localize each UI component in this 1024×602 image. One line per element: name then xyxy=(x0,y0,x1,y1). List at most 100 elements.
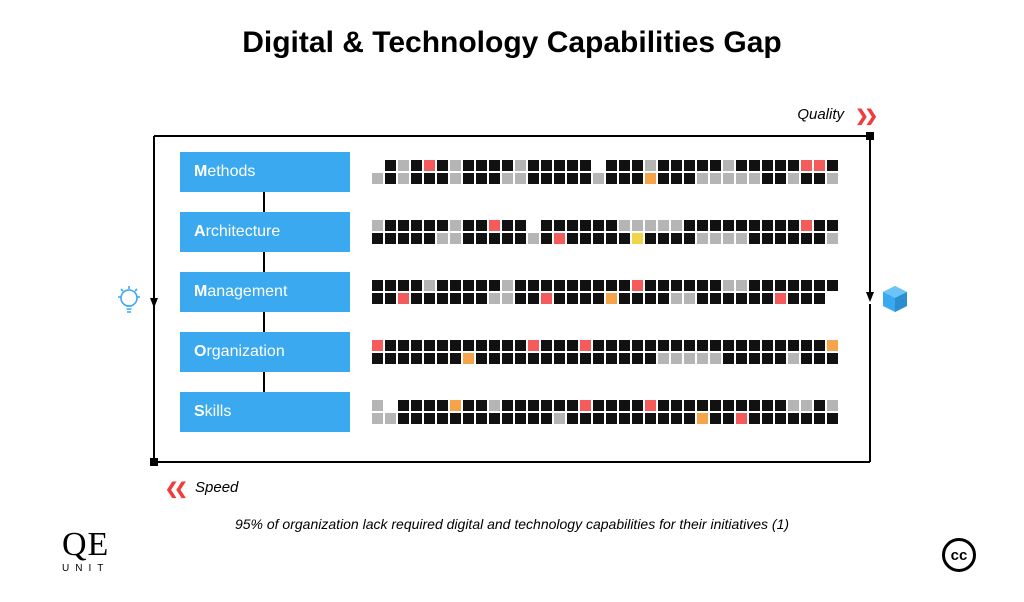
capability-cell xyxy=(567,353,578,364)
capability-cell xyxy=(645,160,656,171)
capability-cell xyxy=(489,293,500,304)
capability-cell xyxy=(411,173,422,184)
capability-cell xyxy=(788,353,799,364)
capability-cell xyxy=(801,173,812,184)
capability-cell xyxy=(671,400,682,411)
capability-cell xyxy=(502,160,513,171)
capability-cell xyxy=(515,293,526,304)
capability-cell xyxy=(424,220,435,231)
capability-cell xyxy=(463,220,474,231)
capability-cell xyxy=(515,280,526,291)
capability-cell xyxy=(749,353,760,364)
capability-cell xyxy=(723,160,734,171)
capability-cell xyxy=(658,220,669,231)
capability-cell xyxy=(515,340,526,351)
capability-cell xyxy=(658,413,669,424)
capability-cell xyxy=(645,400,656,411)
capability-cell xyxy=(593,413,604,424)
capability-cell xyxy=(814,173,825,184)
capability-cell xyxy=(645,340,656,351)
capability-label: Skills xyxy=(180,392,350,432)
capability-cell xyxy=(658,173,669,184)
capability-row: Architecture xyxy=(180,212,840,252)
capability-cell xyxy=(723,233,734,244)
capability-cell xyxy=(775,400,786,411)
capability-cell xyxy=(372,173,383,184)
capability-cell xyxy=(645,280,656,291)
capability-cell xyxy=(476,280,487,291)
capability-cell xyxy=(385,280,396,291)
capability-cell xyxy=(554,233,565,244)
capability-cell xyxy=(528,413,539,424)
capability-cell xyxy=(671,233,682,244)
capability-cell xyxy=(710,340,721,351)
capability-cell xyxy=(450,340,461,351)
capability-cell xyxy=(736,173,747,184)
capability-cell xyxy=(515,220,526,231)
capability-cell xyxy=(580,340,591,351)
capability-cell xyxy=(541,220,552,231)
capability-cell xyxy=(450,280,461,291)
capability-cell xyxy=(476,293,487,304)
capability-cell xyxy=(489,353,500,364)
capability-cell xyxy=(645,220,656,231)
capability-cell xyxy=(541,233,552,244)
capability-cell xyxy=(658,353,669,364)
capability-cell xyxy=(736,400,747,411)
capability-cell xyxy=(385,340,396,351)
capability-cell xyxy=(684,340,695,351)
capability-cell xyxy=(398,220,409,231)
capability-rows: MethodsArchitectureManagementOrganizatio… xyxy=(180,152,840,452)
capability-cell xyxy=(658,293,669,304)
capability-cell xyxy=(632,160,643,171)
capability-cell xyxy=(580,400,591,411)
capability-cell xyxy=(697,413,708,424)
capability-cell xyxy=(775,340,786,351)
capability-cell xyxy=(437,400,448,411)
lightbulb-icon xyxy=(115,284,143,323)
capability-cell xyxy=(528,233,539,244)
capability-cell xyxy=(528,160,539,171)
capability-cell xyxy=(736,233,747,244)
capability-cell xyxy=(801,293,812,304)
capability-cell xyxy=(749,173,760,184)
capability-cell xyxy=(528,293,539,304)
capability-cell xyxy=(437,293,448,304)
capability-cell xyxy=(762,160,773,171)
capability-cell xyxy=(684,293,695,304)
capability-cell xyxy=(541,173,552,184)
capability-cell xyxy=(502,340,513,351)
capability-cell xyxy=(632,293,643,304)
capability-cell xyxy=(684,413,695,424)
capability-cell xyxy=(424,400,435,411)
capability-cell xyxy=(710,353,721,364)
capability-cell xyxy=(632,220,643,231)
capability-cell xyxy=(580,220,591,231)
capability-cell xyxy=(723,220,734,231)
capability-cell xyxy=(632,413,643,424)
capability-cell xyxy=(736,353,747,364)
capability-cell xyxy=(515,400,526,411)
capability-cell xyxy=(398,413,409,424)
capability-cell xyxy=(697,353,708,364)
capability-cell xyxy=(801,400,812,411)
capability-cell-grid xyxy=(372,220,838,244)
capability-cell xyxy=(814,233,825,244)
caption-text: 95% of organization lack required digita… xyxy=(0,516,1024,532)
capability-cell xyxy=(567,340,578,351)
capability-cell xyxy=(671,293,682,304)
capability-cell xyxy=(424,340,435,351)
capability-cell xyxy=(619,353,630,364)
capability-cell xyxy=(385,160,396,171)
capability-cell xyxy=(606,280,617,291)
capability-cell xyxy=(814,293,825,304)
capability-row: Methods xyxy=(180,152,840,192)
capability-cell xyxy=(398,233,409,244)
capability-cell xyxy=(593,400,604,411)
capability-cell xyxy=(463,413,474,424)
capability-cell xyxy=(528,340,539,351)
capability-cell xyxy=(723,280,734,291)
capability-cell xyxy=(437,160,448,171)
capability-cell xyxy=(476,173,487,184)
capability-cell xyxy=(554,220,565,231)
